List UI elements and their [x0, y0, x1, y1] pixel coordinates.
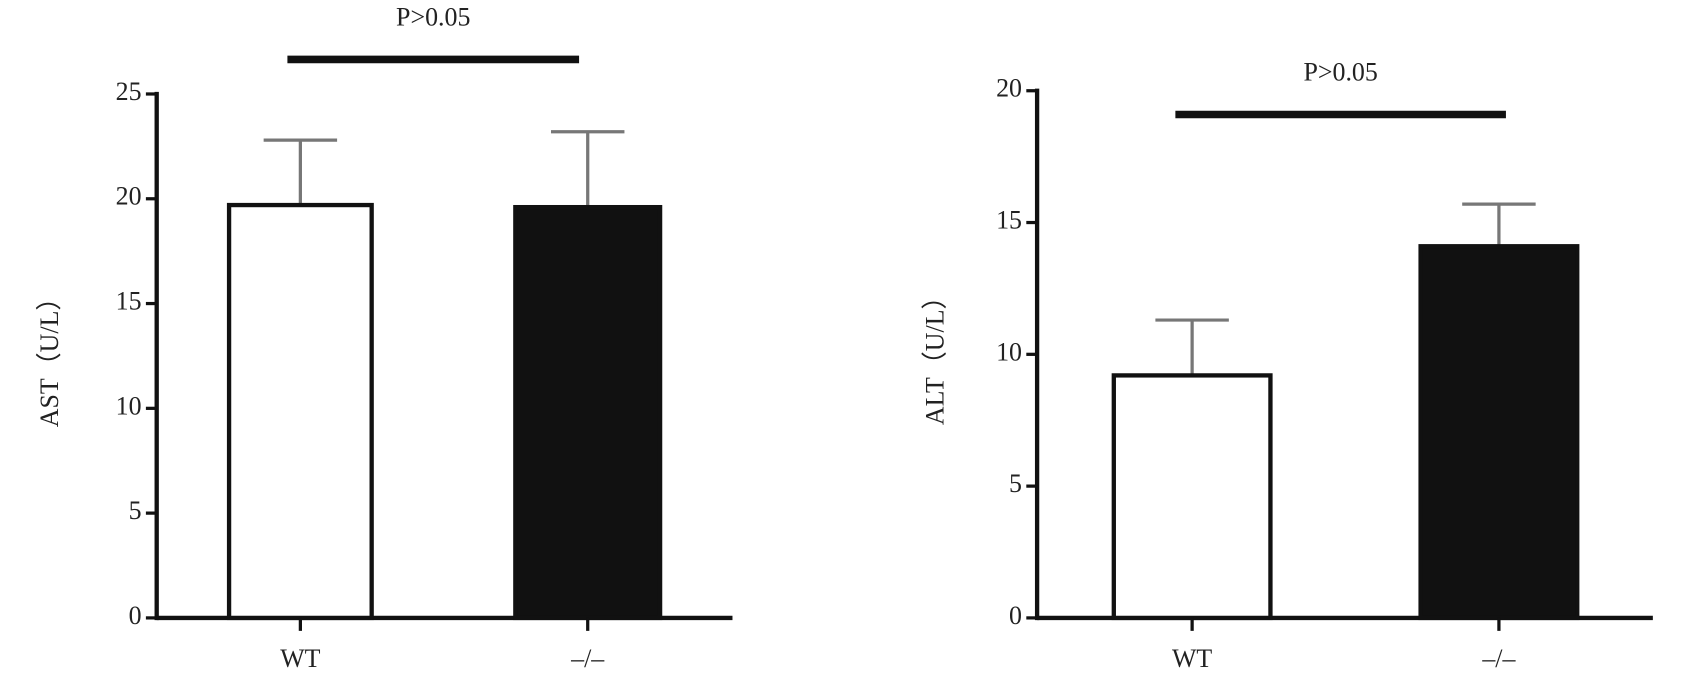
y-tick-label: 10	[996, 337, 1022, 366]
y-tick-label: 15	[116, 287, 142, 316]
y-tick-label: 10	[116, 391, 142, 420]
y-tick-label: 0	[1009, 601, 1022, 630]
y-axis-label: AST（U/L）	[35, 285, 64, 428]
y-tick-label: 0	[129, 601, 142, 630]
significance-label: P>0.05	[396, 2, 470, 31]
x-tick-label: WT	[280, 644, 320, 673]
significance-label: P>0.05	[1303, 57, 1377, 86]
y-tick-label: 5	[1009, 469, 1022, 498]
y-tick-label: 20	[996, 74, 1022, 103]
y-tick-label: 25	[116, 77, 142, 106]
y-tick-label: 15	[996, 205, 1022, 234]
x-tick-label: WT	[1172, 644, 1212, 673]
bar	[1111, 373, 1273, 621]
y-tick-label: 5	[129, 496, 142, 525]
x-tick-label: –/–	[570, 644, 605, 673]
x-tick-label: –/–	[1481, 644, 1516, 673]
bar	[226, 202, 374, 621]
bar	[513, 204, 663, 621]
bar	[1418, 244, 1580, 621]
y-tick-label: 20	[116, 182, 142, 211]
y-axis-label: ALT（U/L）	[921, 284, 950, 426]
